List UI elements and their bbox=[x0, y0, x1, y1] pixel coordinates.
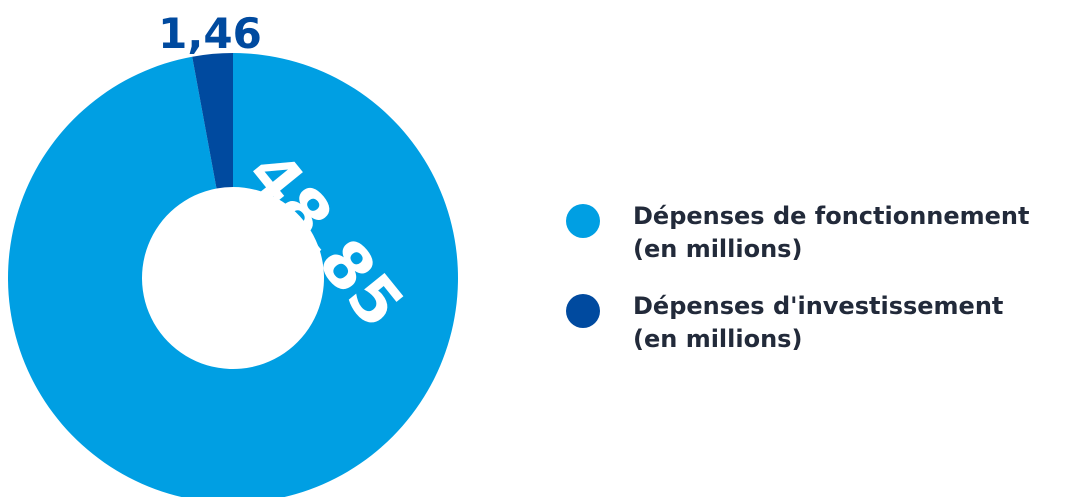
value-label-investissement: 1,46 bbox=[158, 9, 262, 58]
legend: Dépenses de fonctionnement (en millions)… bbox=[566, 200, 1076, 380]
donut-chart: 48,851,46 bbox=[8, 9, 458, 497]
legend-label-investissement: Dépenses d'investissement (en millions) bbox=[633, 292, 1004, 353]
slice-fonctionnement bbox=[8, 53, 458, 497]
legend-item-investissement: Dépenses d'investissement (en millions) bbox=[566, 290, 1076, 356]
legend-swatch-investissement bbox=[566, 294, 600, 328]
legend-label-fonctionnement: Dépenses de fonctionnement (en millions) bbox=[633, 202, 1030, 263]
legend-item-fonctionnement: Dépenses de fonctionnement (en millions) bbox=[566, 200, 1076, 266]
slice-investissement bbox=[192, 53, 233, 189]
legend-swatch-fonctionnement bbox=[566, 204, 600, 238]
